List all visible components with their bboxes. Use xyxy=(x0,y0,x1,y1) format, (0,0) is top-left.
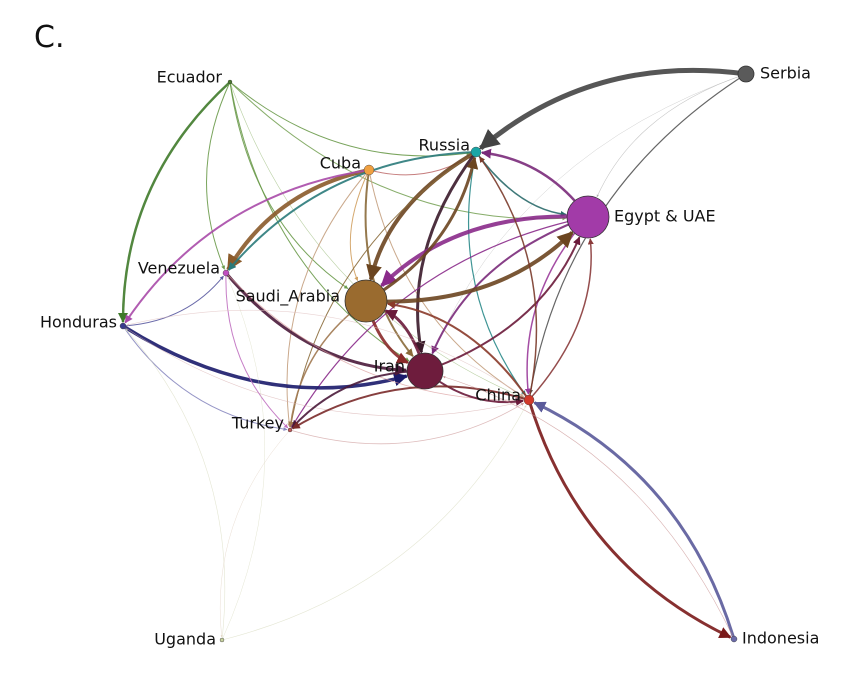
node-turkey[interactable] xyxy=(287,427,293,433)
edge-uganda-to-venezuela xyxy=(221,276,266,641)
node-iran[interactable] xyxy=(406,352,444,390)
node-label-ecuador: Ecuador xyxy=(157,68,223,87)
edge-egypt_uae-to-turkey xyxy=(291,216,589,428)
node-russia[interactable] xyxy=(470,146,482,158)
edge-serbia-to-egypt_uae xyxy=(596,73,747,198)
edge-cuba-to-venezuela xyxy=(226,168,370,271)
node-label-venezuela: Venezuela xyxy=(138,259,220,278)
edge-serbia-to-china xyxy=(528,73,747,395)
node-egypt_uae[interactable] xyxy=(566,195,610,239)
node-cuba[interactable] xyxy=(363,164,375,176)
node-label-uganda: Uganda xyxy=(154,630,216,649)
edge-uganda-to-china xyxy=(221,405,527,641)
edge-honduras-to-turkey xyxy=(122,325,288,432)
edge-russia-to-china xyxy=(468,151,526,396)
edge-venezuela-to-turkey xyxy=(225,272,289,429)
edge-indonesia-to-iran xyxy=(442,376,735,640)
edge-cuba-to-saudi_arabia xyxy=(349,169,370,282)
edge-saudi_arabia-to-egypt_uae xyxy=(365,230,574,304)
node-label-russia: Russia xyxy=(419,136,470,155)
edge-ecuador-to-honduras xyxy=(117,81,231,323)
panel-label: C. xyxy=(34,20,65,55)
edge-russia-to-saudi_arabia xyxy=(366,150,477,282)
node-china[interactable] xyxy=(523,394,535,406)
node-label-saudi_arabia: Saudi_Arabia xyxy=(236,287,340,307)
node-label-honduras: Honduras xyxy=(40,313,117,332)
node-indonesia[interactable] xyxy=(730,635,738,643)
edge-ecuador-to-egypt_uae xyxy=(229,81,567,221)
edge-uganda-to-honduras xyxy=(125,328,226,641)
edge-iran-to-egypt_uae xyxy=(424,236,581,372)
edge-ecuador-to-saudi_arabia xyxy=(229,81,349,289)
edge-china-to-saudi_arabia xyxy=(387,300,530,401)
edge-honduras-to-iran xyxy=(122,324,409,390)
node-label-serbia: Serbia xyxy=(760,64,811,83)
node-honduras[interactable] xyxy=(119,322,127,330)
edge-honduras-to-venezuela xyxy=(122,275,224,327)
node-label-turkey: Turkey xyxy=(231,414,284,433)
edge-venezuela-to-iran xyxy=(224,272,408,376)
edge-cuba-to-turkey xyxy=(286,169,370,428)
node-uganda[interactable] xyxy=(219,637,225,643)
edge-saudi_arabia-to-russia xyxy=(365,156,479,303)
edge-china-to-honduras xyxy=(126,309,530,401)
edge-turkey-to-china xyxy=(289,402,525,445)
edge-china-to-indonesia xyxy=(527,399,732,639)
edge-egypt_uae-to-iran xyxy=(431,216,589,355)
edge-layer xyxy=(117,67,747,641)
edge-russia-to-venezuela xyxy=(227,151,477,271)
node-venezuela[interactable] xyxy=(222,269,230,277)
edge-serbia-to-russia xyxy=(479,67,747,151)
edge-ecuador-to-iran xyxy=(229,81,410,362)
edge-china-to-russia xyxy=(478,156,538,401)
node-serbia[interactable] xyxy=(737,65,755,83)
edge-honduras-to-china xyxy=(122,325,524,417)
edge-china-to-turkey xyxy=(291,385,530,430)
node-layer xyxy=(119,65,755,643)
node-saudi_arabia[interactable] xyxy=(344,279,388,323)
node-label-iran: Iran xyxy=(374,357,405,376)
edge-indonesia-to-china xyxy=(533,401,736,640)
node-label-cuba: Cuba xyxy=(320,154,361,173)
node-ecuador[interactable] xyxy=(227,79,233,85)
edge-turkey-to-uganda xyxy=(219,429,291,638)
edge-ecuador-to-china xyxy=(229,81,524,398)
edge-ecuador-to-venezuela xyxy=(206,81,231,270)
label-layer: Serbia Ecuador Russia Cuba Egypt & UAE Venezu… xyxy=(40,64,819,649)
edge-china-to-egypt_uae xyxy=(528,238,594,401)
edge-cuba-to-honduras xyxy=(124,169,370,324)
edge-egypt_uae-to-saudi_arabia xyxy=(380,214,589,288)
node-label-china: China xyxy=(475,386,521,405)
node-label-indonesia: Indonesia xyxy=(742,629,819,648)
node-label-egypt_uae: Egypt & UAE xyxy=(614,207,716,226)
